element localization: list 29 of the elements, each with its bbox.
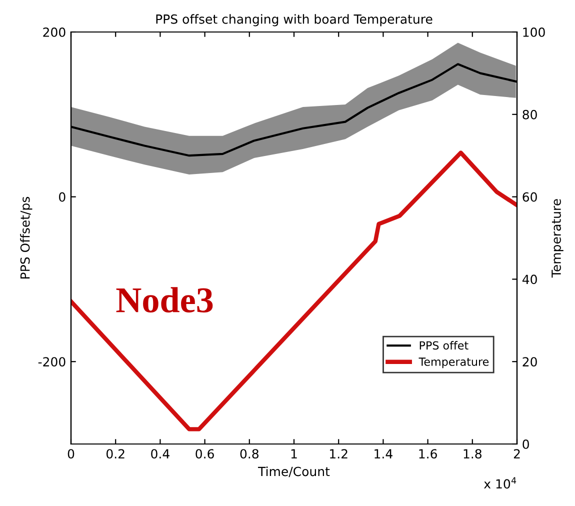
y2-tick-label: 0 <box>522 439 529 449</box>
x-tick-label: 0.8 <box>240 449 258 459</box>
y2-axis-title: Temperature <box>552 199 564 278</box>
y2-tick-label: 40 <box>522 274 537 284</box>
x-tick-label: 0 <box>68 449 74 459</box>
y-axis-title: PPS Offset/ps <box>20 196 32 278</box>
legend-label: PPS offet <box>420 341 468 350</box>
x-tick-label: 1.8 <box>464 449 482 459</box>
x-axis-title: Time/Count <box>258 466 330 478</box>
x-tick-label: 2 <box>514 449 520 458</box>
y2-tick-label: 20 <box>522 357 537 367</box>
x-tick-label: 1.2 <box>330 449 348 458</box>
y-tick-label: 200 <box>43 27 66 37</box>
y-tick-label: -200 <box>38 357 66 367</box>
chart-title: PPS offset changing with board Temperature <box>156 14 432 26</box>
y2-tick-label: 60 <box>522 192 537 202</box>
line-series <box>71 150 517 432</box>
text: x 10$^{4}$ <box>484 477 516 489</box>
annotation: Node3 <box>116 287 213 313</box>
y2-tick-label: 100 <box>523 27 545 37</box>
x-tick-label: 0.6 <box>196 449 214 459</box>
x-tick-label: 0.4 <box>151 449 170 459</box>
x-tick-label: 0.2 <box>106 449 124 459</box>
legend-label: Temperature <box>418 358 489 368</box>
x-tick-label: 1.6 <box>419 449 437 459</box>
x-tick-label: 1 <box>291 449 297 458</box>
y2-tick-label: 80 <box>522 110 537 120</box>
x-tick-label: 1.4 <box>374 449 392 458</box>
y-tick-label: 0 <box>59 192 66 202</box>
